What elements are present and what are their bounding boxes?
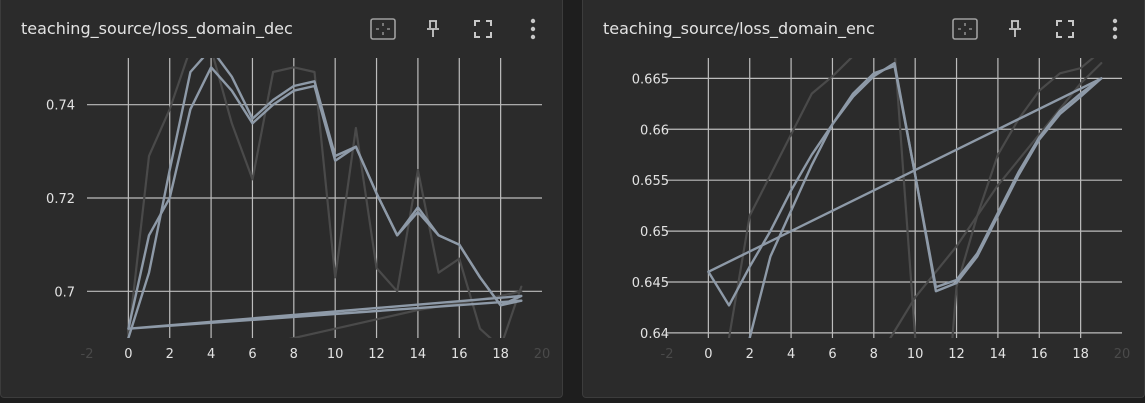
y-tick-label: 0.72 (46, 192, 75, 207)
series-group (127, 58, 523, 338)
series-group (707, 58, 1103, 338)
y-tick-label: 0.74 (46, 99, 75, 114)
raw-series-line (127, 58, 523, 338)
x-tick-label: 10 (327, 347, 344, 362)
raw-series-line (288, 290, 523, 338)
y-tick-label: 0.7 (54, 285, 75, 300)
fit-domain-icon (370, 18, 396, 40)
x-tick-label: 16 (451, 347, 468, 362)
fullscreen-button[interactable] (469, 15, 497, 43)
pin-button[interactable] (419, 15, 447, 43)
smoothed-series-line (748, 64, 1103, 338)
x-tick-label: 20 (1114, 347, 1131, 362)
fit-domain-icon (952, 18, 978, 40)
y-tick-label: 0.665 (632, 72, 669, 87)
more-vertical-icon (1112, 18, 1118, 40)
x-tick-label: 2 (746, 347, 754, 362)
x-tick-label: 18 (1072, 347, 1089, 362)
x-tick-label: 20 (534, 347, 551, 362)
x-tick-label: 16 (1031, 347, 1048, 362)
chart-title: teaching_source/loss_domain_dec (21, 19, 293, 38)
y-tick-label: 0.655 (632, 174, 669, 189)
x-tick-label: 0 (124, 347, 132, 362)
y-tick-label: 0.66 (640, 123, 669, 138)
x-tick-label: 2 (166, 347, 174, 362)
y-tick-label: 0.64 (640, 327, 669, 342)
x-tick-label: 6 (248, 347, 256, 362)
x-tick-label: 12 (948, 347, 965, 362)
raw-series-line (727, 58, 917, 338)
more-menu-button[interactable] (1101, 15, 1129, 43)
more-vertical-icon (530, 18, 536, 40)
line-chart-dec[interactable]: -2 0 2 4 6 8 10 12 14 16 18 20 0.7 0.72 0.74 (1, 0, 564, 398)
pin-icon (1009, 20, 1021, 37)
x-tick-label: 0 (704, 347, 712, 362)
fullscreen-button[interactable] (1051, 15, 1079, 43)
x-tick-label: 4 (207, 347, 215, 362)
fullscreen-icon (1056, 20, 1074, 38)
y-tick-label: 0.65 (640, 225, 669, 240)
fit-domain-button[interactable] (951, 15, 979, 43)
chart-card-dec: teaching_source/loss_domain_dec -2 0 2 4 6 8 1… (0, 0, 563, 398)
fullscreen-icon (474, 20, 492, 38)
more-menu-button[interactable] (519, 15, 547, 43)
x-tick-label: 10 (907, 347, 924, 362)
raw-series-line (889, 61, 1103, 338)
pin-icon (427, 20, 439, 37)
fit-domain-button[interactable] (369, 15, 397, 43)
y-tick-label: 0.645 (632, 276, 669, 291)
smoothed-series-line (127, 58, 523, 338)
x-tick-label: 6 (828, 347, 836, 362)
x-tick-label: 8 (290, 347, 298, 362)
pin-button[interactable] (1001, 15, 1029, 43)
x-tick-label: 12 (368, 347, 385, 362)
x-tick-label: -2 (81, 347, 94, 362)
x-tick-label: 8 (870, 347, 878, 362)
x-tick-label: 4 (787, 347, 795, 362)
x-tick-label: -2 (661, 347, 674, 362)
chart-card-enc: teaching_source/loss_domain_enc -2 0 2 4 6 8 1… (582, 0, 1145, 398)
x-tick-label: 14 (410, 347, 427, 362)
chart-title: teaching_source/loss_domain_enc (603, 19, 875, 38)
line-chart-enc[interactable]: -2 0 2 4 6 8 10 12 14 16 18 20 0.64 0.645 0.65 0.655 0.6… (583, 0, 1145, 398)
x-tick-label: 18 (492, 347, 509, 362)
x-tick-label: 14 (990, 347, 1007, 362)
